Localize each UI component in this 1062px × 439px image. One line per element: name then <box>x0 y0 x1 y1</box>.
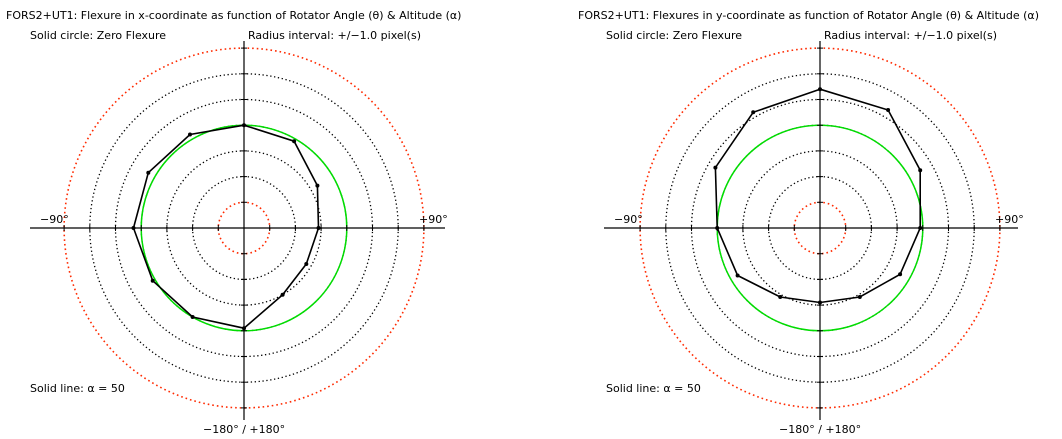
chart-title: FORS2+UT1: Flexures in y-coordinate as f… <box>578 9 1039 22</box>
data-point <box>818 300 822 305</box>
axis-label-left: −90° <box>614 213 643 226</box>
series-line <box>714 88 922 304</box>
series-label: Solid line: α = 50 <box>30 382 125 395</box>
data-point <box>918 168 923 173</box>
axis-label-right: +90° <box>995 213 1024 226</box>
data-point <box>818 87 822 92</box>
axis-label-left: −90° <box>40 213 69 226</box>
data-point <box>735 273 740 278</box>
data-point <box>190 315 195 319</box>
axis-label-bottom: −180° / +180° <box>779 423 861 436</box>
data-point <box>146 170 151 175</box>
data-point <box>898 272 903 277</box>
axis-label-bottom: −180° / +180° <box>203 423 285 436</box>
data-point <box>150 278 155 283</box>
data-point <box>713 165 718 170</box>
data-point <box>131 226 136 230</box>
chart-panel-x: FORS2+UT1: Flexure in x-coordinate as fu… <box>6 9 461 436</box>
series-line <box>132 124 320 330</box>
data-point <box>918 226 923 230</box>
data-point <box>292 139 297 144</box>
data-point <box>751 110 756 115</box>
data-point <box>315 183 320 188</box>
data-point <box>857 295 862 299</box>
data-point <box>715 226 720 230</box>
data-point <box>886 108 891 112</box>
zero-flexure-label: Solid circle: Zero Flexure <box>606 29 742 42</box>
data-point <box>304 262 309 266</box>
data-point <box>242 123 246 128</box>
data-point <box>188 132 192 137</box>
data-point <box>280 292 285 297</box>
radius-interval-label: Radius interval: +/−1.0 pixel(s) <box>824 29 997 42</box>
data-point <box>242 326 246 331</box>
data-point <box>778 295 783 299</box>
radius-interval-label: Radius interval: +/−1.0 pixel(s) <box>248 29 421 42</box>
zero-flexure-label: Solid circle: Zero Flexure <box>30 29 166 42</box>
chart-title: FORS2+UT1: Flexure in x-coordinate as fu… <box>6 9 461 22</box>
chart-panel-y: FORS2+UT1: Flexures in y-coordinate as f… <box>578 9 1039 436</box>
data-point <box>316 226 321 230</box>
series-label: Solid line: α = 50 <box>606 382 701 395</box>
axis-label-right: +90° <box>419 213 448 226</box>
